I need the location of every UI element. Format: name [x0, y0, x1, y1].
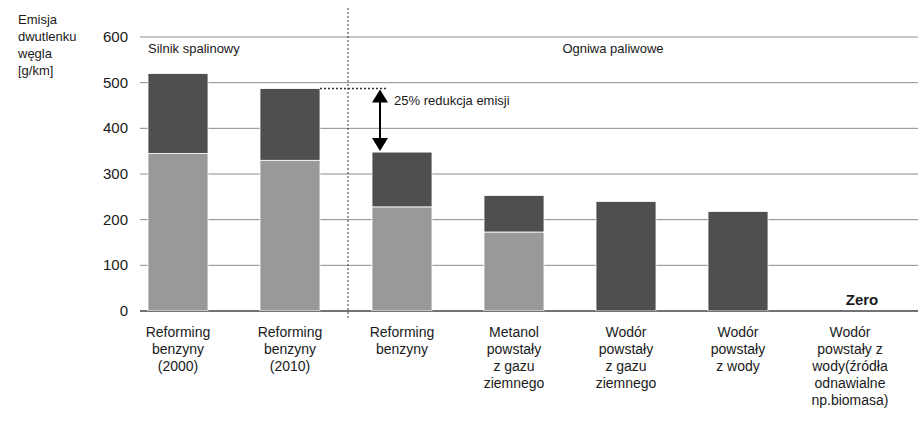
- grid-line: [140, 128, 918, 129]
- x-tick-label: Reformingbenzyny(2010): [258, 324, 323, 374]
- y-axis-label-line: węgla: [17, 46, 53, 61]
- y-tick-label: 500: [103, 74, 128, 91]
- arrow-head: [372, 90, 388, 103]
- x-tick-label: Wodórpowstały zwody(źródłaodnawialnenp.b…: [811, 324, 888, 408]
- x-tick-label: Reformingbenzyny(2000): [146, 324, 211, 374]
- grid-line: [140, 37, 918, 38]
- x-tick-label-line: odnawialne: [815, 375, 886, 391]
- chart-container: 0 100 200 300 400 500 600 Emisja dwutlenku węgla […: [0, 0, 920, 428]
- y-tick-label: 0: [120, 302, 128, 319]
- x-tick-label-line: z gazu: [493, 358, 534, 374]
- bar-segment: [484, 195, 544, 232]
- y-axis-label-line: Emisja: [18, 12, 58, 27]
- x-tick-label-line: powstały: [487, 341, 541, 357]
- bar-segment: [260, 89, 320, 161]
- y-tick-label: 400: [103, 119, 128, 136]
- x-tick-label-line: Reforming: [146, 324, 211, 340]
- bar-segment: [372, 152, 432, 207]
- section-divider: [348, 8, 349, 319]
- bars: [148, 74, 768, 311]
- x-tick-label-line: (2000): [158, 358, 198, 374]
- x-tick-label-line: Wodór: [718, 324, 759, 340]
- bar-segment: [148, 74, 208, 154]
- bar-segment: [708, 211, 768, 311]
- bar-segment: [820, 311, 880, 312]
- x-tick-label-line: powstały z: [817, 341, 882, 357]
- x-tick-label-line: wody(źródła: [811, 358, 888, 374]
- annotation: Zero: [846, 291, 879, 308]
- bar-segment: [260, 160, 320, 311]
- x-tick-label-line: np.biomasa): [811, 392, 888, 408]
- y-axis-label: Emisja dwutlenku węgla [g/km]: [17, 12, 77, 78]
- x-tick-label-line: ziemnego: [596, 375, 657, 391]
- x-tick-label-line: Wodór: [830, 324, 871, 340]
- y-tick-label: 600: [103, 28, 128, 45]
- grid: [140, 37, 918, 311]
- x-tick-label: Wodórpowstałyz gazuziemnego: [596, 324, 657, 391]
- bar-segment: [148, 153, 208, 311]
- bar-segment: [484, 232, 544, 311]
- x-tick-label-line: (2010): [270, 358, 310, 374]
- x-tick-label: Wodórpowstałyz wody: [711, 324, 765, 374]
- x-tick-label: Metanolpowstałyz gazuziemnego: [484, 324, 545, 391]
- reference-line: [320, 88, 388, 90]
- x-tick-label-line: powstały: [711, 341, 765, 357]
- x-tick-label-line: z gazu: [605, 358, 646, 374]
- x-tick-label: Reformingbenzyny: [370, 324, 435, 357]
- x-tick-label-line: benzyny: [152, 341, 204, 357]
- x-tick-label-line: powstały: [599, 341, 653, 357]
- grid-line: [140, 82, 918, 83]
- section-label: Ogniwa paliwowe: [562, 41, 663, 56]
- arrow-shaft: [379, 99, 381, 142]
- y-tick-label: 100: [103, 256, 128, 273]
- x-tick-label-line: Reforming: [258, 324, 323, 340]
- x-tick-label-line: z wody: [716, 358, 760, 374]
- x-tick-label-line: Wodór: [606, 324, 647, 340]
- x-tick-label-line: ziemnego: [484, 375, 545, 391]
- arrow-head: [372, 138, 388, 151]
- x-tick-label-line: benzyny: [264, 341, 316, 357]
- annotation: 25% redukcja emisji: [394, 93, 510, 108]
- grid-line: [140, 174, 918, 175]
- x-tick-label-line: Metanol: [489, 324, 539, 340]
- bar-segment: [596, 201, 656, 311]
- x-tick-label-line: Reforming: [370, 324, 435, 340]
- y-axis-label-line: dwutlenku: [18, 29, 77, 44]
- y-tick-label: 200: [103, 211, 128, 228]
- y-axis-label-line: [g/km]: [18, 63, 53, 78]
- section-label: Silnik spalinowy: [148, 41, 240, 56]
- bar-segment: [372, 207, 432, 311]
- bar-segment: [820, 311, 880, 312]
- x-tick-label-line: benzyny: [376, 341, 428, 357]
- y-tick-label: 300: [103, 165, 128, 182]
- chart-svg: 0 100 200 300 400 500 600 Emisja dwutlenku węgla […: [0, 0, 920, 428]
